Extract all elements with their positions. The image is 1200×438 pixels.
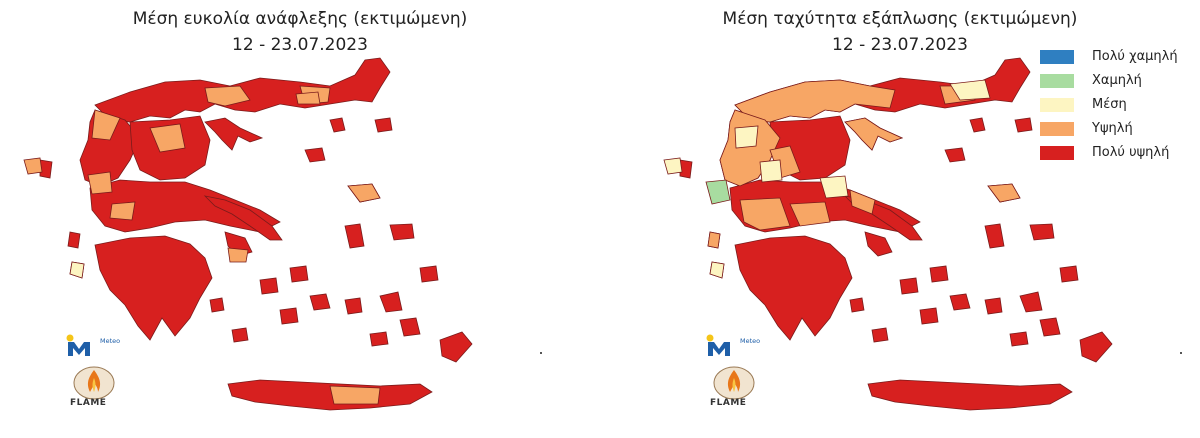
stray-dot (1180, 352, 1182, 354)
meteo-logo-icon (66, 334, 90, 356)
legend-swatch-very-low (1040, 50, 1074, 64)
legend-swatch-very-high (1040, 146, 1074, 160)
flame-logo-text: FLAME (710, 398, 747, 408)
meteo-logo-text: Meteo (740, 337, 761, 345)
stray-dot (540, 352, 542, 354)
flame-logo-icon (73, 366, 115, 400)
meteo-logo-right: Meteo (706, 334, 776, 364)
left-map-date: 12 - 23.07.2023 (232, 35, 368, 55)
legend-swatch-high (1040, 122, 1074, 136)
meteo-logo-icon (706, 334, 730, 356)
legend-label-low: Χαμηλή (1092, 73, 1142, 88)
flame-logo-text: FLAME (70, 398, 107, 408)
left-high-regions (23, 85, 381, 405)
right-greece-map (663, 57, 1113, 411)
legend-swatch-low (1040, 74, 1074, 88)
legend-label-medium: Μέση (1092, 97, 1127, 112)
meteo-logo-text: Meteo (100, 337, 121, 345)
right-map-date: 12 - 23.07.2023 (832, 35, 968, 55)
left-map-title: Μέση ευκολία ανάφλεξης (εκτιμώμενη) (132, 9, 468, 29)
right-map-panel: Μέση ταχύτητα εξάπλωσης (εκτιμώμενη) 12 … (600, 0, 1200, 438)
right-low-regions (705, 179, 731, 205)
flame-logo-icon (713, 366, 755, 400)
flame-logo: FLAME (68, 366, 122, 410)
meteo-logo: Meteo (66, 334, 136, 364)
legend-label-high: Υψηλή (1092, 121, 1133, 136)
right-medium-regions (663, 79, 991, 279)
legend-label-very-high: Πολύ υψηλή (1092, 145, 1170, 160)
left-medium-regions (69, 261, 85, 279)
flame-logo-right: FLAME (708, 366, 762, 410)
left-greece-map (23, 57, 473, 411)
right-map-title: Μέση ταχύτητα εξάπλωσης (εκτιμώμενη) (722, 9, 1078, 29)
legend-label-very-low: Πολύ χαμηλή (1092, 49, 1178, 64)
left-map-panel: Μέση ευκολία ανάφλεξης (εκτιμώμενη) 12 -… (132, 9, 468, 55)
legend-swatch-medium (1040, 98, 1074, 112)
